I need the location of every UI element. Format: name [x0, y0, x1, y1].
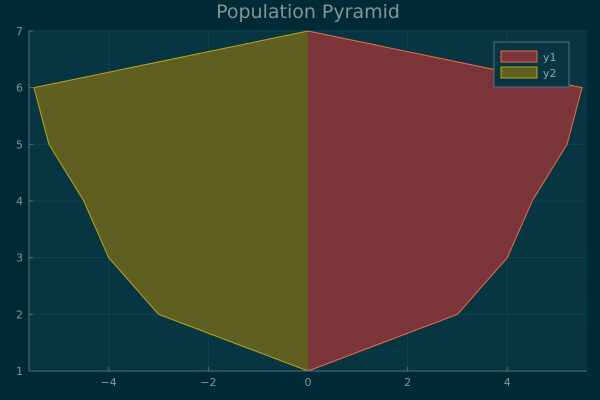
legend-label-y2: y2: [543, 67, 557, 80]
legend: y1 y2: [493, 41, 570, 88]
y-tick-label-3: 4: [16, 195, 23, 208]
legend-label-y1: y1: [543, 51, 557, 64]
series-area-y1: [308, 31, 583, 371]
x-tick-label-4: 4: [504, 376, 511, 389]
series-line-y2: [33, 30, 309, 372]
y-tick-label-5: 6: [16, 82, 23, 95]
y-tick-label-2: 3: [16, 252, 23, 265]
x-tick-label-2: 0: [305, 376, 312, 389]
y-tick-label-1: 2: [16, 308, 23, 321]
x-tick-label-1: −2: [200, 376, 216, 389]
y-tick-label-0: 1: [16, 365, 23, 378]
legend-box: [493, 41, 570, 88]
legend-swatch-y1: [500, 50, 538, 63]
y-tick-label-4: 5: [16, 138, 23, 151]
series-line-y1: [307, 30, 583, 372]
x-tick-label-0: −4: [101, 376, 117, 389]
series-area-y2: [33, 31, 308, 371]
chart-title: Population Pyramid: [216, 1, 400, 23]
x-tick-label-3: 2: [404, 376, 411, 389]
ticks-layer: −4 −2 0 2 4 1 2 3 4 5 6 7: [16, 25, 511, 389]
legend-swatch-y2: [500, 66, 538, 79]
y-tick-label-6: 7: [16, 25, 23, 38]
series-layer: [33, 30, 583, 372]
